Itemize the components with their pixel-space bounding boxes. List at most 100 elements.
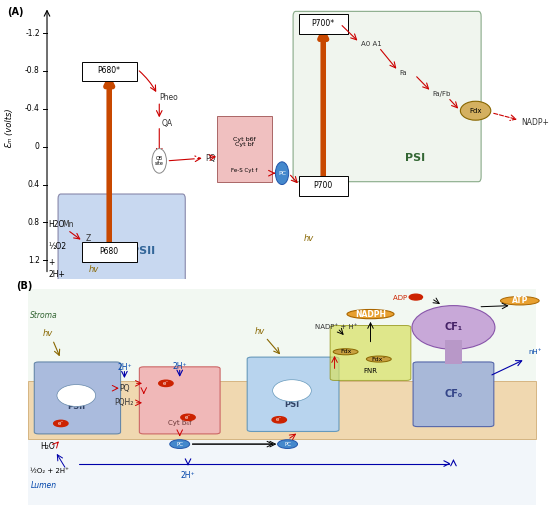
- Circle shape: [272, 417, 286, 423]
- FancyBboxPatch shape: [293, 11, 481, 181]
- Text: CF₀: CF₀: [445, 389, 462, 399]
- Text: (A): (A): [7, 7, 24, 17]
- FancyBboxPatch shape: [413, 362, 494, 427]
- Text: 1.2: 1.2: [28, 256, 40, 265]
- Text: PSII: PSII: [67, 402, 85, 411]
- Ellipse shape: [500, 296, 539, 305]
- Text: ATP: ATP: [512, 296, 528, 305]
- Text: Fdx: Fdx: [340, 349, 351, 354]
- Ellipse shape: [460, 101, 491, 120]
- Text: PSII: PSII: [131, 246, 155, 256]
- Text: hv: hv: [43, 329, 54, 338]
- Text: QB
site: QB site: [155, 156, 164, 166]
- Text: PC: PC: [284, 442, 291, 447]
- Text: -1.2: -1.2: [25, 28, 40, 38]
- Text: PQ: PQ: [206, 154, 216, 162]
- Text: QA: QA: [161, 118, 173, 128]
- Text: Pheo: Pheo: [159, 93, 178, 102]
- Ellipse shape: [412, 306, 495, 349]
- Text: FNR: FNR: [363, 368, 378, 374]
- FancyBboxPatch shape: [82, 242, 137, 262]
- FancyBboxPatch shape: [34, 362, 121, 434]
- Text: P700: P700: [314, 181, 333, 190]
- Text: 0.8: 0.8: [28, 218, 40, 227]
- Text: 2H⁺: 2H⁺: [173, 362, 187, 371]
- Text: Fa: Fa: [399, 70, 407, 76]
- Bar: [445, 340, 462, 364]
- Text: Cyt b6f
Cyt bf: Cyt b6f Cyt bf: [233, 136, 255, 147]
- Text: e⁻: e⁻: [276, 417, 283, 422]
- Text: NADPH: NADPH: [355, 310, 386, 318]
- Text: -0.8: -0.8: [25, 67, 40, 75]
- Circle shape: [54, 420, 68, 427]
- Ellipse shape: [57, 385, 96, 406]
- Text: ½O2: ½O2: [49, 241, 67, 251]
- FancyBboxPatch shape: [330, 326, 411, 381]
- Text: P680: P680: [100, 247, 119, 256]
- Text: hv: hv: [88, 265, 99, 273]
- FancyBboxPatch shape: [139, 367, 220, 434]
- Text: NADP+: NADP+: [521, 117, 549, 127]
- Circle shape: [170, 440, 190, 448]
- Text: H2O: H2O: [49, 220, 65, 229]
- Text: Fe-S Cyt f: Fe-S Cyt f: [231, 168, 258, 173]
- Text: Stroma: Stroma: [30, 311, 58, 320]
- Text: Lumen: Lumen: [30, 481, 56, 490]
- Ellipse shape: [366, 356, 392, 362]
- Text: PQ: PQ: [119, 384, 129, 393]
- Text: ADP +: ADP +: [393, 295, 415, 301]
- Ellipse shape: [347, 310, 394, 318]
- Text: NADP⁺ + H⁺: NADP⁺ + H⁺: [315, 325, 358, 330]
- Text: A0 A1: A0 A1: [361, 41, 382, 48]
- Text: Fdx: Fdx: [469, 108, 482, 114]
- Text: Ɛₘ (volts): Ɛₘ (volts): [6, 108, 14, 147]
- FancyBboxPatch shape: [217, 116, 272, 181]
- Text: P680*: P680*: [98, 67, 121, 75]
- Bar: [28, 439, 536, 505]
- Text: Cyt b₆f: Cyt b₆f: [168, 420, 191, 427]
- Text: hv: hv: [304, 234, 315, 244]
- Ellipse shape: [333, 349, 358, 355]
- Text: ½O₂ + 2H⁺: ½O₂ + 2H⁺: [30, 468, 69, 474]
- Text: 0: 0: [35, 142, 40, 151]
- Text: hv: hv: [254, 327, 265, 336]
- Text: 2H⁺: 2H⁺: [181, 471, 195, 480]
- Circle shape: [278, 440, 298, 448]
- Text: 2H⁺: 2H⁺: [117, 363, 132, 372]
- Text: e⁻: e⁻: [185, 415, 191, 420]
- Text: 2H+: 2H+: [49, 270, 66, 279]
- Text: nH⁺: nH⁺: [528, 349, 541, 355]
- Text: (B): (B): [17, 281, 33, 291]
- Text: PSI: PSI: [284, 400, 300, 408]
- Circle shape: [159, 380, 173, 387]
- FancyBboxPatch shape: [82, 62, 137, 81]
- Text: 0.4: 0.4: [28, 180, 40, 189]
- Ellipse shape: [273, 379, 311, 402]
- Text: P700*: P700*: [312, 19, 335, 28]
- Circle shape: [275, 162, 289, 185]
- Text: e⁻: e⁻: [163, 381, 169, 386]
- Text: Mn: Mn: [62, 220, 74, 229]
- Text: Fa/Fb: Fa/Fb: [432, 90, 451, 97]
- FancyBboxPatch shape: [58, 194, 185, 345]
- Circle shape: [181, 414, 195, 420]
- Text: +: +: [49, 257, 55, 267]
- Bar: [28, 381, 536, 439]
- FancyBboxPatch shape: [299, 176, 348, 196]
- Text: e⁻: e⁻: [58, 421, 64, 426]
- Text: PQH₂: PQH₂: [114, 398, 134, 407]
- Bar: [28, 288, 536, 381]
- Text: Z: Z: [86, 234, 91, 243]
- Text: PC: PC: [176, 442, 183, 447]
- Text: CF₁: CF₁: [445, 323, 462, 332]
- Circle shape: [409, 294, 422, 300]
- Text: Fdx⁻: Fdx⁻: [372, 357, 386, 361]
- Text: Pᵢ: Pᵢ: [418, 295, 423, 301]
- Circle shape: [152, 148, 166, 173]
- Text: PC: PC: [278, 171, 286, 176]
- Text: H₂O: H₂O: [40, 442, 55, 451]
- Text: -0.4: -0.4: [25, 104, 40, 113]
- Text: PSI: PSI: [405, 153, 425, 163]
- FancyBboxPatch shape: [299, 14, 348, 34]
- FancyBboxPatch shape: [247, 357, 339, 432]
